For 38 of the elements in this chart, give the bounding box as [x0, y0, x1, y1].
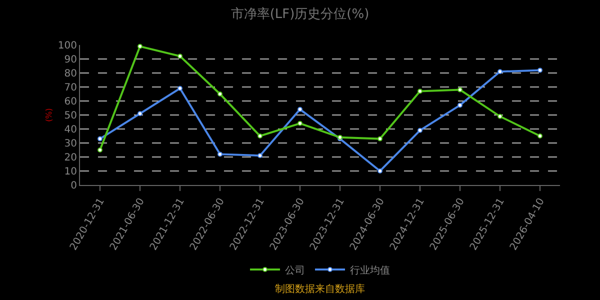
legend-label: 行业均值: [350, 264, 390, 276]
point: [298, 120, 302, 126]
point: [218, 152, 222, 157]
y-tick-label: 50: [64, 110, 77, 122]
y-tick-label: 20: [64, 152, 77, 164]
y-tick-label: 80: [64, 68, 77, 80]
y-tick-label: 30: [64, 138, 77, 150]
point: [498, 69, 502, 74]
point: [538, 134, 542, 138]
point: [418, 128, 422, 133]
point: [258, 153, 262, 158]
point: [378, 168, 382, 174]
point: [218, 92, 222, 96]
y-axis-title: (%): [44, 108, 54, 122]
point: [418, 88, 422, 94]
y-tick-label: 70: [64, 82, 77, 94]
point: [538, 68, 542, 73]
point: [98, 136, 102, 142]
point: [458, 87, 462, 92]
chart-title: 市净率(LF)历史分位(%): [230, 6, 370, 22]
y-tick-label: 10: [64, 166, 77, 178]
y-tick-label: 40: [64, 124, 77, 136]
point: [378, 136, 382, 142]
point: [498, 114, 502, 119]
point: [138, 111, 142, 116]
y-tick-label: 100: [58, 40, 77, 52]
point: [298, 106, 302, 112]
y-tick-label: 0: [70, 180, 77, 192]
point: [98, 148, 102, 152]
legend-label: 公司: [285, 264, 305, 276]
point: [458, 102, 462, 108]
point: [138, 44, 142, 49]
y-tick-label: 60: [64, 96, 77, 108]
point: [178, 54, 182, 59]
text: 制图数据来自数据库: [275, 283, 365, 295]
point: [258, 134, 262, 138]
point: [178, 86, 182, 91]
y-tick-label: 90: [64, 54, 77, 66]
